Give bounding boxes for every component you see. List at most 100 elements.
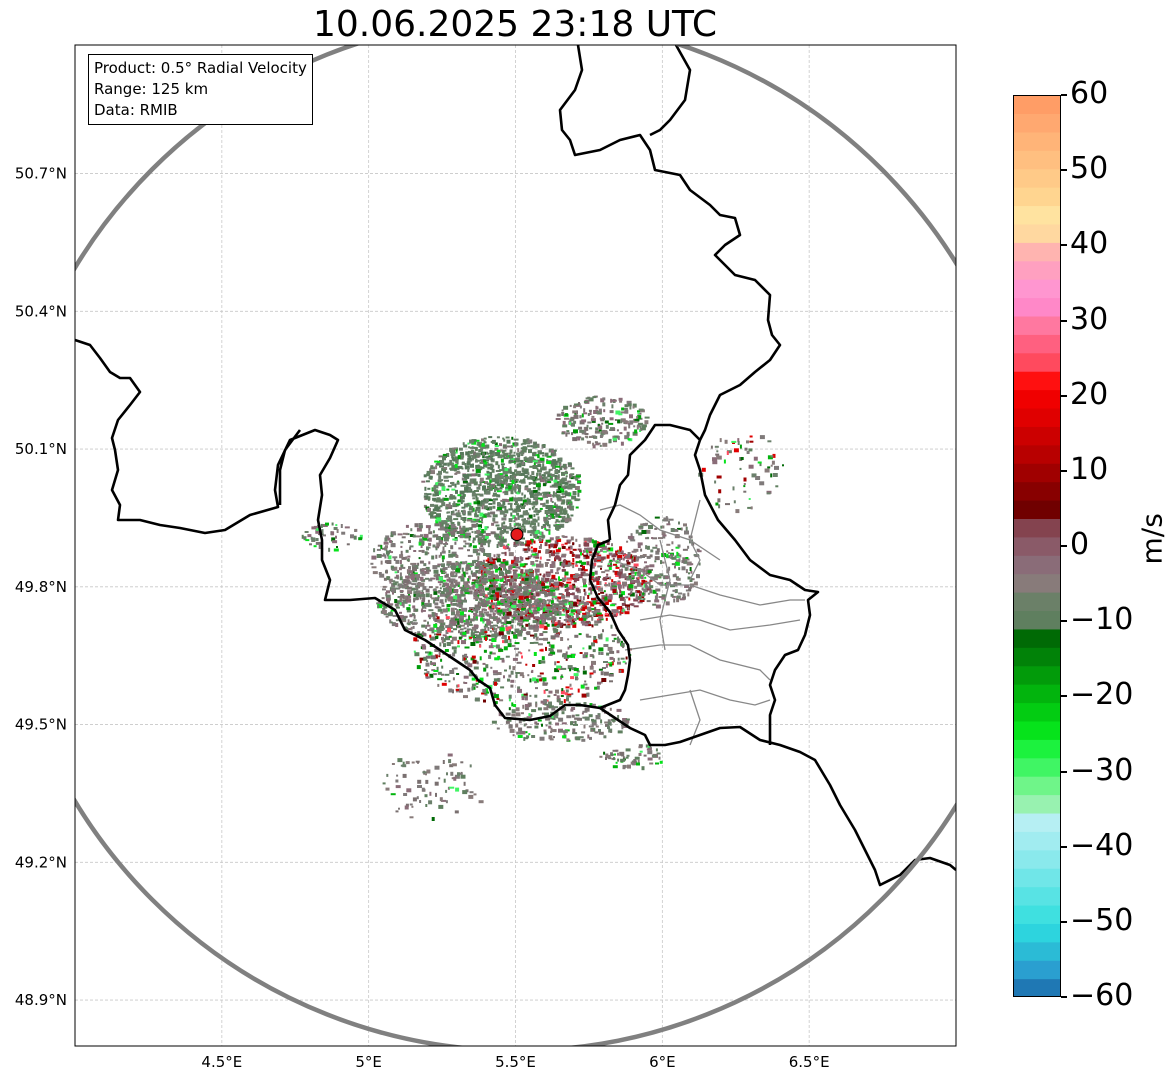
echo-pixel [462, 654, 466, 658]
echo-pixel [748, 464, 754, 469]
echo-pixel [519, 474, 523, 476]
echo-pixel [520, 447, 523, 450]
echo-pixel [641, 766, 645, 771]
echo-pixel [564, 583, 569, 588]
echo-pixel [677, 582, 682, 585]
echo-pixel [594, 551, 600, 554]
echo-pixel [418, 550, 422, 552]
echo-pixel [550, 600, 554, 605]
echo-pixel [625, 718, 630, 721]
echo-pixel [442, 559, 444, 563]
echo-pixel [423, 504, 427, 508]
echo-pixel [467, 442, 470, 445]
echo-pixel [371, 566, 377, 569]
echo-pixel [504, 468, 510, 472]
echo-pixel [403, 596, 407, 599]
echo-pixel [391, 763, 395, 765]
echo-pixel [561, 412, 565, 416]
echo-pixel [496, 697, 500, 700]
echo-pixel [483, 441, 487, 444]
echo-pixel [412, 580, 418, 583]
echo-pixel [582, 710, 588, 713]
echo-pixel [636, 416, 639, 419]
echo-pixel [661, 561, 665, 564]
echo-pixel [446, 604, 451, 607]
echo-pixel [617, 571, 623, 576]
echo-pixel [565, 619, 570, 623]
echo-pixel [479, 482, 482, 487]
echo-pixel [445, 541, 448, 544]
echo-pixel [558, 525, 563, 528]
echo-pixel [563, 485, 566, 488]
echo-pixel [599, 598, 604, 601]
echo-pixel [547, 610, 550, 615]
echo-pixel [516, 491, 520, 495]
echo-pixel [587, 547, 593, 552]
echo-pixel [431, 612, 435, 615]
echo-pixel [530, 554, 533, 558]
echo-pixel [385, 569, 388, 574]
echo-pixel [588, 725, 594, 728]
echo-pixel [647, 750, 653, 755]
echo-pixel [478, 443, 482, 448]
echo-pixel [461, 477, 466, 481]
echo-pixel [649, 585, 654, 589]
echo-pixel [570, 604, 575, 608]
echo-pixel [560, 675, 564, 678]
echo-pixel [494, 610, 497, 613]
echo-pixel [460, 455, 463, 460]
echo-pixel [522, 504, 526, 507]
echo-pixel [479, 577, 483, 580]
echo-pixel [415, 585, 419, 588]
echo-pixel [458, 601, 464, 606]
echo-pixel [490, 468, 494, 471]
echo-pixel [622, 553, 626, 555]
echo-pixel [535, 687, 538, 690]
echo-pixel [495, 452, 501, 457]
echo-pixel [509, 628, 511, 632]
echo-pixel [523, 496, 526, 499]
echo-pixel [537, 675, 542, 678]
echo-pixel [411, 563, 416, 567]
echo-pixel [536, 607, 540, 612]
echo-pixel [732, 442, 735, 444]
echo-pixel [560, 677, 563, 680]
echo-pixel [510, 590, 515, 593]
echo-pixel [571, 585, 575, 590]
echo-pixel [435, 565, 440, 568]
echo-pixel [608, 728, 613, 733]
echo-pixel [537, 450, 542, 455]
echo-pixel [533, 514, 536, 518]
echo-pixel [587, 413, 590, 416]
echo-pixel [508, 707, 511, 711]
echo-pixel [485, 596, 490, 599]
echo-pixel [486, 470, 490, 473]
echo-pixel [536, 563, 541, 568]
echo-pixel [528, 713, 531, 717]
echo-pixel [553, 460, 559, 463]
echo-pixel [493, 624, 498, 627]
echo-pixel [456, 503, 461, 506]
echo-pixel [757, 461, 762, 464]
echo-pixel [484, 535, 489, 539]
echo-pixel [455, 451, 458, 454]
echo-pixel [512, 734, 515, 737]
echo-pixel [459, 688, 463, 693]
echo-pixel [372, 571, 378, 575]
echo-pixel [553, 581, 559, 586]
echo-pixel [589, 411, 592, 415]
echo-pixel [437, 671, 442, 675]
echo-pixel [469, 607, 474, 609]
echo-pixel [544, 613, 550, 618]
echo-pixel [487, 563, 493, 566]
echo-pixel [584, 716, 590, 721]
echo-pixel [645, 580, 648, 583]
echo-pixel [533, 624, 536, 628]
echo-pixel [638, 571, 641, 574]
echo-pixel [497, 655, 501, 659]
echo-pixel [538, 491, 540, 494]
echo-pixel [541, 604, 544, 609]
echo-pixel [597, 423, 600, 426]
echo-pixel [500, 563, 506, 568]
echo-pixel [527, 472, 530, 476]
